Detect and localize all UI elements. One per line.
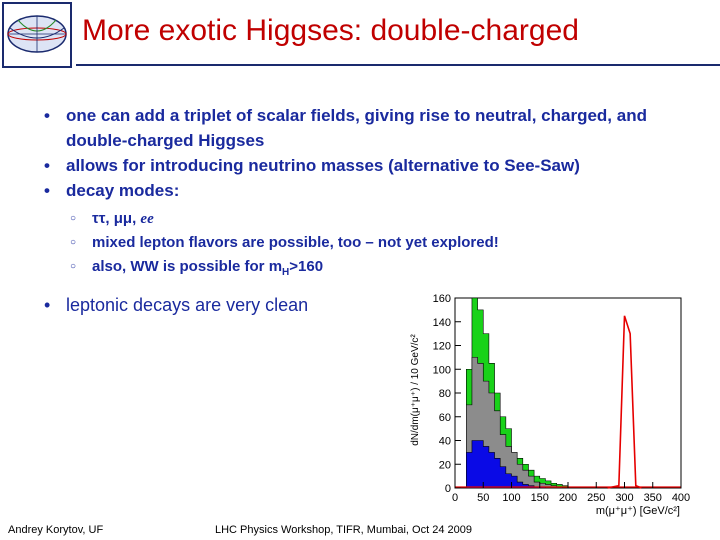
y-tick-label: 40 <box>439 436 451 448</box>
decay-mode-mixed: mixed lepton flavors are possible, too –… <box>66 231 706 255</box>
slide-title: More exotic Higgses: double-charged <box>82 14 579 47</box>
ylabel-group: dN/dm(μ⁺μ⁺) / 10 GeV/c² <box>410 334 421 446</box>
y-ticks: 0 20 40 60 80 100 120 140 160 <box>433 293 461 495</box>
decay-mode-leptons: ττ, μμ, ee <box>66 207 706 231</box>
histogram-blue <box>466 440 568 489</box>
x-tick-label: 300 <box>615 492 633 504</box>
mass-histogram: dN/dm(μ⁺μ⁺) / 10 GeV/c² 0 20 40 60 80 100 120 1… <box>410 293 690 517</box>
decay-mode-greek: ττ, μμ, <box>92 210 137 227</box>
decay-mode-ww-sub: H <box>282 267 290 278</box>
bullet-decay-modes: decay modes: ττ, μμ, ee mixed lepton fla… <box>44 178 706 285</box>
y-tick-label: 160 <box>433 293 451 305</box>
decay-mode-ww-text: also, WW is possible for m <box>92 258 283 275</box>
x-ticks: 0 50 100 150 200 250 300 350 400 <box>452 482 690 504</box>
decay-modes-list: ττ, μμ, ee mixed lepton flavors are poss… <box>66 207 706 285</box>
chart-marks <box>455 297 681 489</box>
footer-event: LHC Physics Workshop, TIFR, Mumbai, Oct … <box>215 524 472 536</box>
title-underline <box>76 64 720 66</box>
y-tick-label: 80 <box>439 388 451 400</box>
bullet-neutrino-masses: allows for introducing neutrino masses (… <box>44 153 706 178</box>
y-tick-label: 20 <box>439 459 451 471</box>
x-tick-label: 150 <box>531 492 549 504</box>
decay-modes-label: decay modes: <box>66 181 180 200</box>
y-tick-label: 120 <box>433 341 451 353</box>
y-tick-label: 0 <box>445 483 451 495</box>
globe-logo-icon <box>2 2 72 68</box>
signal-peak <box>607 315 642 489</box>
x-tick-label: 250 <box>587 492 605 504</box>
bullet-list: one can add a triplet of scalar fields, … <box>44 103 706 318</box>
y-axis-label: dN/dm(μ⁺μ⁺) / 10 GeV/c² <box>410 334 421 446</box>
x-tick-label: 50 <box>477 492 489 504</box>
x-tick-label: 100 <box>502 492 520 504</box>
x-tick-label: 350 <box>644 492 662 504</box>
y-tick-label: 100 <box>433 364 451 376</box>
bullet-triplet: one can add a triplet of scalar fields, … <box>44 103 706 153</box>
y-tick-label: 140 <box>433 317 451 329</box>
footer-author: Andrey Korytov, UF <box>8 524 104 536</box>
decay-mode-ee: ee <box>140 211 154 227</box>
x-tick-label: 0 <box>452 492 458 504</box>
x-tick-label: 400 <box>672 492 690 504</box>
decay-mode-ww: also, WW is possible for mH>160 <box>66 255 706 285</box>
decay-mode-ww-threshold: >160 <box>289 258 324 275</box>
bullet-leptonic-clean: leptonic decays are very clean <box>44 293 706 318</box>
x-tick-label: 200 <box>559 492 577 504</box>
x-axis-label: m(μ⁺μ⁺) [GeV/c²] <box>596 505 680 517</box>
y-tick-label: 60 <box>439 412 451 424</box>
